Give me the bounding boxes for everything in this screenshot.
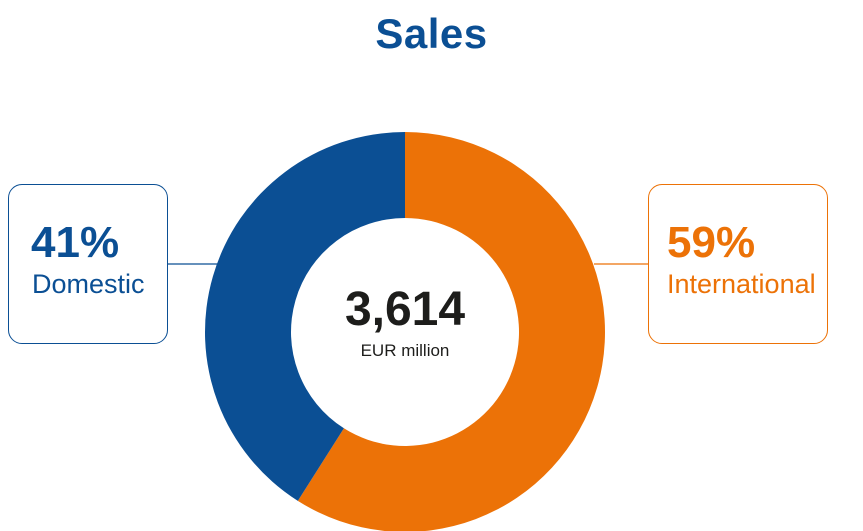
total-value: 3,614 [344, 283, 466, 336]
total-unit: EUR million [360, 341, 450, 360]
domestic-callout: 41% Domestic [8, 184, 168, 344]
domestic-percent: 41% [31, 218, 120, 267]
domestic-label: Domestic [32, 269, 145, 299]
slice-international [297, 132, 605, 531]
donut-slices [205, 132, 605, 531]
international-callout: 59% International [648, 184, 828, 344]
international-label: International [667, 269, 816, 299]
chart-title: Sales [375, 10, 488, 57]
international-percent: 59% [667, 218, 756, 267]
slice-domestic [205, 132, 405, 501]
